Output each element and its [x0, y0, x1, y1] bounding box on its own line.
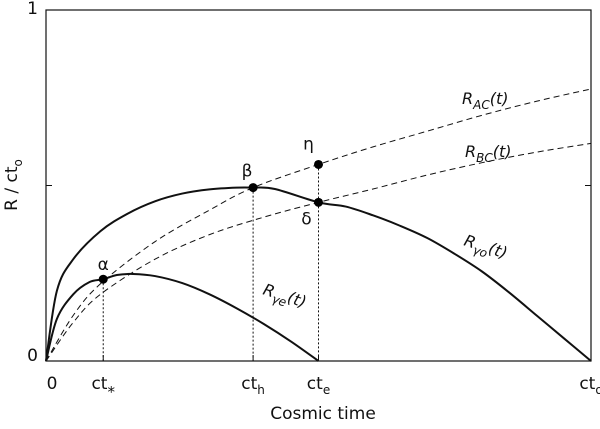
y-tick-label: 0 — [27, 346, 38, 366]
point-label: δ — [301, 209, 311, 229]
curve-go — [45, 186, 592, 362]
curve-label-bc: RBC(t) — [465, 142, 512, 165]
x-axis-title: Cosmic time — [270, 404, 376, 424]
curve-ac — [45, 88, 592, 362]
x-tick-label-sup: * — [107, 383, 115, 401]
x-tick-label-main: ct — [579, 374, 595, 394]
x-tick-label: cto — [579, 374, 600, 397]
curve-label-ac: RAC(t) — [462, 89, 508, 112]
x-tick-label: cth — [241, 374, 265, 397]
curve-label-tail: (t) — [493, 142, 512, 161]
guide-lines — [102, 164, 319, 361]
point-β — [248, 183, 258, 193]
curve-label-sub: BC — [476, 151, 493, 165]
point-label: η — [303, 134, 314, 154]
point-δ — [314, 197, 323, 207]
point-η — [314, 159, 323, 169]
x-tick-label-sub: h — [257, 383, 265, 397]
curve-bc — [45, 142, 592, 362]
curve-label-tail: (t) — [486, 239, 510, 263]
curve-label-go: Rγo(t) — [461, 231, 510, 267]
point-label: α — [98, 255, 109, 275]
x-tick-label-main: ct — [307, 374, 323, 394]
point-α — [98, 274, 108, 284]
x-tick-label: cte — [307, 374, 330, 397]
curve-label-tail: (t) — [490, 89, 509, 108]
curves — [45, 88, 592, 362]
x-tick-label: ct* — [91, 374, 115, 401]
curve-label-main: R — [465, 142, 476, 161]
y-tick-label: 1 — [27, 0, 38, 19]
curve-label-sub: γe — [270, 292, 288, 310]
y-axis-title-main: R / ct — [2, 166, 22, 211]
curve-label-sub: AC — [472, 98, 490, 112]
x-tick-label-sub: e — [323, 383, 330, 397]
y-axis-title-sub: o — [11, 159, 25, 166]
point-label: β — [242, 162, 253, 182]
x-tick-label-main: ct — [91, 374, 107, 394]
x-tick-label-main: 0 — [47, 374, 58, 394]
curve-label-main: R — [462, 89, 473, 108]
y-axis-title: R / cto — [2, 159, 25, 211]
curve-label-sub: γo — [471, 243, 489, 261]
curve-ge — [45, 272, 320, 362]
points — [98, 159, 323, 284]
x-tick-label-main: ct — [241, 374, 257, 394]
x-tick-label: 0 — [47, 374, 58, 394]
x-tick-label-sub: o — [595, 383, 600, 397]
curve-label-tail: (t) — [285, 288, 309, 312]
curve-label-ge: Rγe(t) — [260, 280, 309, 316]
